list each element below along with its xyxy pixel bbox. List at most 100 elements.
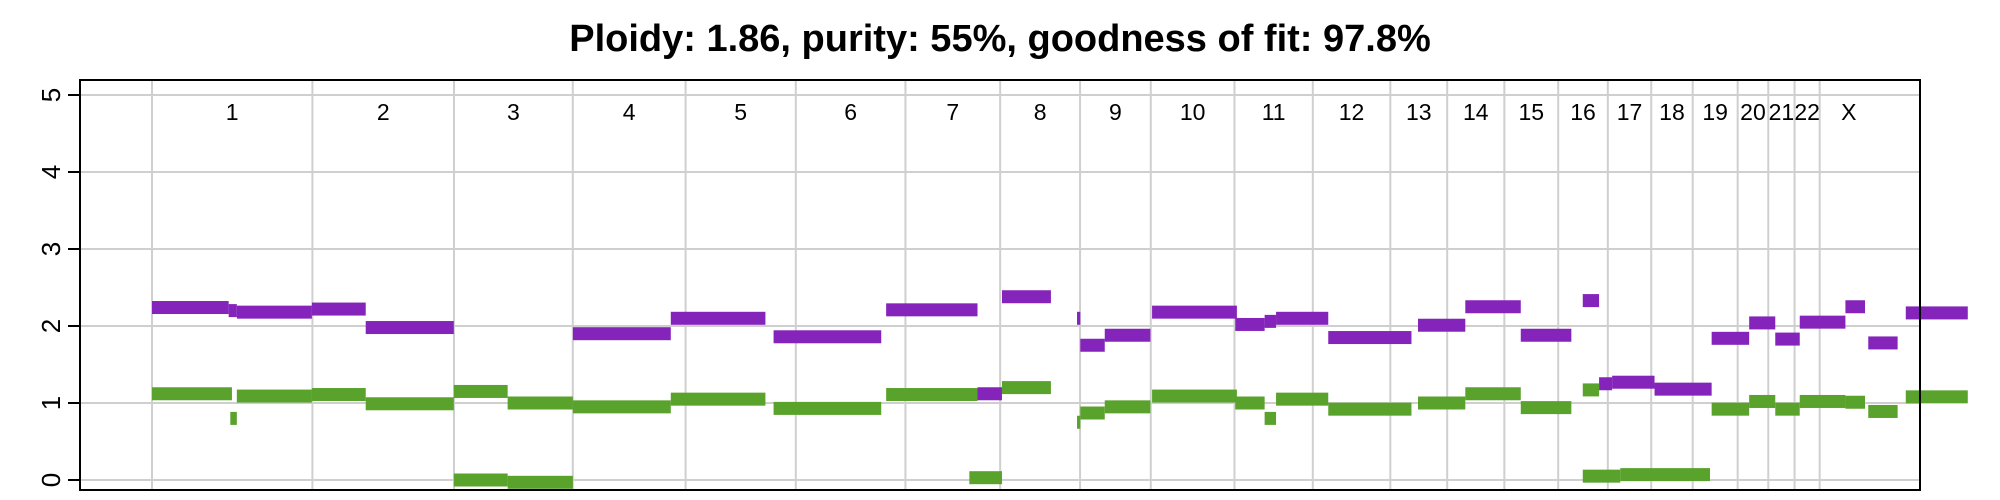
chromosome-label: 10	[1180, 99, 1206, 125]
copy-number-segment	[152, 387, 232, 401]
copy-number-segment	[1612, 375, 1655, 389]
copy-number-segment	[1104, 400, 1151, 414]
copy-number-segment	[1417, 318, 1466, 332]
copy-number-segment	[236, 305, 312, 319]
copy-number-segment	[1104, 328, 1151, 342]
chromosome-label: 19	[1702, 99, 1728, 125]
chromosome-label: X	[1841, 99, 1856, 125]
copy-number-segment	[1077, 311, 1081, 325]
copy-number-segment	[1799, 394, 1846, 408]
copy-number-segment	[1799, 315, 1846, 329]
chromosome-label: 6	[844, 99, 857, 125]
chromosome-label: 12	[1339, 99, 1365, 125]
copy-number-segment	[1520, 328, 1572, 342]
copy-number-segment	[1328, 402, 1412, 416]
copy-number-segment	[1582, 469, 1621, 483]
copy-number-segment	[1276, 311, 1329, 325]
copy-number-segment	[1868, 404, 1898, 418]
copy-number-segment	[1905, 390, 1968, 404]
copy-number-segment	[1582, 383, 1600, 397]
chromosome-label: 1	[226, 99, 239, 125]
chromosome-label: 2	[377, 99, 390, 125]
copy-number-segment	[311, 388, 366, 402]
y-tick-label: 4	[36, 165, 66, 179]
copy-number-segment	[773, 401, 882, 415]
chromosome-label: 3	[507, 99, 520, 125]
copy-number-segment	[773, 330, 882, 344]
chromosome-label: 17	[1617, 99, 1643, 125]
copy-number-segment	[453, 473, 508, 487]
y-tick-label: 5	[36, 88, 66, 102]
copy-number-segment	[1152, 305, 1237, 319]
copy-number-segment	[1654, 382, 1712, 396]
chromosome-label: 13	[1406, 99, 1432, 125]
copy-number-segment	[1080, 338, 1105, 352]
chromosome-label: 20	[1740, 99, 1766, 125]
copy-number-segment	[572, 327, 671, 341]
copy-number-segment	[1905, 306, 1968, 320]
copy-number-segment	[1465, 387, 1521, 401]
chromosome-label: 8	[1034, 99, 1047, 125]
copy-number-segment	[1465, 300, 1521, 314]
copy-number-segment	[1599, 377, 1613, 391]
copy-number-segment	[507, 396, 573, 410]
copy-number-segment	[1328, 331, 1412, 345]
chromosome-label: 21	[1769, 99, 1795, 125]
copy-number-segment	[977, 387, 1002, 401]
copy-number-segment	[1235, 317, 1265, 331]
copy-number-segment	[969, 471, 1002, 485]
grid-lines	[80, 80, 1920, 490]
chromosome-label: 15	[1518, 99, 1544, 125]
chromosome-label: 7	[946, 99, 959, 125]
copy-number-segment	[572, 400, 671, 414]
copy-number-segment	[1749, 394, 1776, 408]
chromosome-label: 18	[1659, 99, 1685, 125]
copy-number-segment	[365, 321, 454, 335]
y-tick-label: 0	[36, 473, 66, 487]
copy-number-segment	[1235, 396, 1265, 410]
copy-number-segment	[1582, 294, 1600, 308]
chromosome-label: 14	[1463, 99, 1489, 125]
chromosome-label: 4	[623, 99, 636, 125]
copy-number-segment	[311, 302, 366, 316]
chart-title: Ploidy: 1.86, purity: 55%, goodness of f…	[569, 18, 1431, 60]
copy-number-segment	[453, 384, 508, 398]
y-axis: 0 1 2 3 4 5	[36, 80, 81, 490]
copy-number-segment	[886, 388, 978, 402]
y-tick-label: 2	[36, 319, 66, 333]
copy-number-segment	[1845, 395, 1865, 409]
copy-number-segment	[1749, 316, 1776, 330]
copy-number-segment	[1711, 331, 1750, 345]
copy-number-segment	[1417, 396, 1466, 410]
copy-number-segment	[1001, 381, 1051, 395]
copy-number-segment	[152, 301, 229, 315]
copy-number-segment	[670, 392, 766, 406]
copy-number-segment	[228, 304, 237, 318]
copy-number-segment	[670, 311, 766, 325]
chromosome-labels: 1 2 3 4 5 6 7 8 9 10 11 12 13 14 15 16 17 18 19 20 21 22 X	[226, 99, 1857, 125]
copy-number-segment	[1775, 402, 1800, 416]
copy-number-segment	[1520, 401, 1572, 415]
copy-number-segment	[886, 303, 978, 317]
copy-number-segment	[1152, 389, 1237, 403]
copy-number-segment	[1845, 300, 1865, 314]
copy-number-segment	[1264, 314, 1277, 328]
chromosome-label: 16	[1570, 99, 1596, 125]
chromosome-label: 9	[1109, 99, 1122, 125]
copy-number-segment	[236, 389, 312, 403]
copy-number-segment	[1276, 392, 1329, 406]
segment-layer	[152, 290, 1968, 489]
copy-number-segment	[1868, 336, 1898, 350]
copy-number-segment	[365, 397, 454, 411]
copy-number-segment	[1775, 332, 1800, 346]
copy-number-segment	[1077, 415, 1081, 429]
copy-number-segment	[507, 475, 573, 489]
y-tick-label: 1	[36, 396, 66, 410]
copy-number-segment	[1711, 402, 1750, 416]
copy-number-segment	[1620, 468, 1711, 482]
copy-number-segment	[1080, 406, 1105, 420]
copy-number-segment	[1264, 411, 1277, 425]
chromosome-label: 22	[1794, 99, 1820, 125]
y-tick-label: 3	[36, 242, 66, 256]
